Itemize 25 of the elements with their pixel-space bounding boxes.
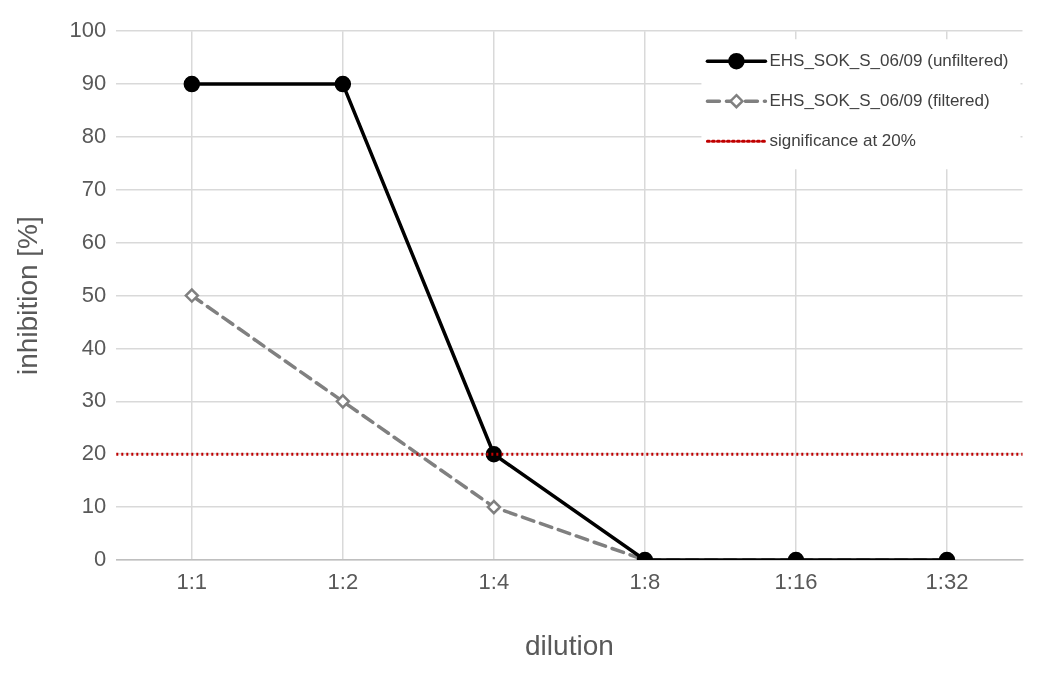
y-tick-label: 90 <box>81 70 107 96</box>
y-tick-label: 0 <box>94 546 107 572</box>
point <box>334 75 352 93</box>
x-tick-label: 1:4 <box>478 569 510 595</box>
x-tick-label: 1:1 <box>176 569 208 595</box>
y-tick-label: 60 <box>81 228 107 254</box>
x-axis-title: dilution <box>525 629 614 661</box>
point <box>183 75 201 93</box>
y-tick-label: 10 <box>81 493 107 519</box>
y-tick-label: 20 <box>81 440 107 466</box>
x-tick-label: 1:2 <box>327 569 359 595</box>
y-tick-label: 100 <box>69 17 107 43</box>
y-tick-label: 50 <box>81 281 107 307</box>
x-tick-label: 1:8 <box>629 569 661 595</box>
y-axis-title: inhibition [%] <box>11 216 43 375</box>
y-tick-label: 30 <box>81 387 107 413</box>
point <box>184 288 200 303</box>
legend-label: significance at 20% <box>769 130 916 150</box>
y-tick-label: 40 <box>81 334 107 360</box>
legend-label: EHS_SOK_S_06/09 (unfiltered) <box>769 50 1009 70</box>
y-tick-label: 70 <box>81 175 107 201</box>
legend-label: EHS_SOK_S_06/09 (filtered) <box>769 90 990 110</box>
x-tick-label: 1:32 <box>925 569 969 595</box>
y-tick-label: 80 <box>81 123 107 149</box>
x-tick-label: 1:16 <box>774 569 818 595</box>
